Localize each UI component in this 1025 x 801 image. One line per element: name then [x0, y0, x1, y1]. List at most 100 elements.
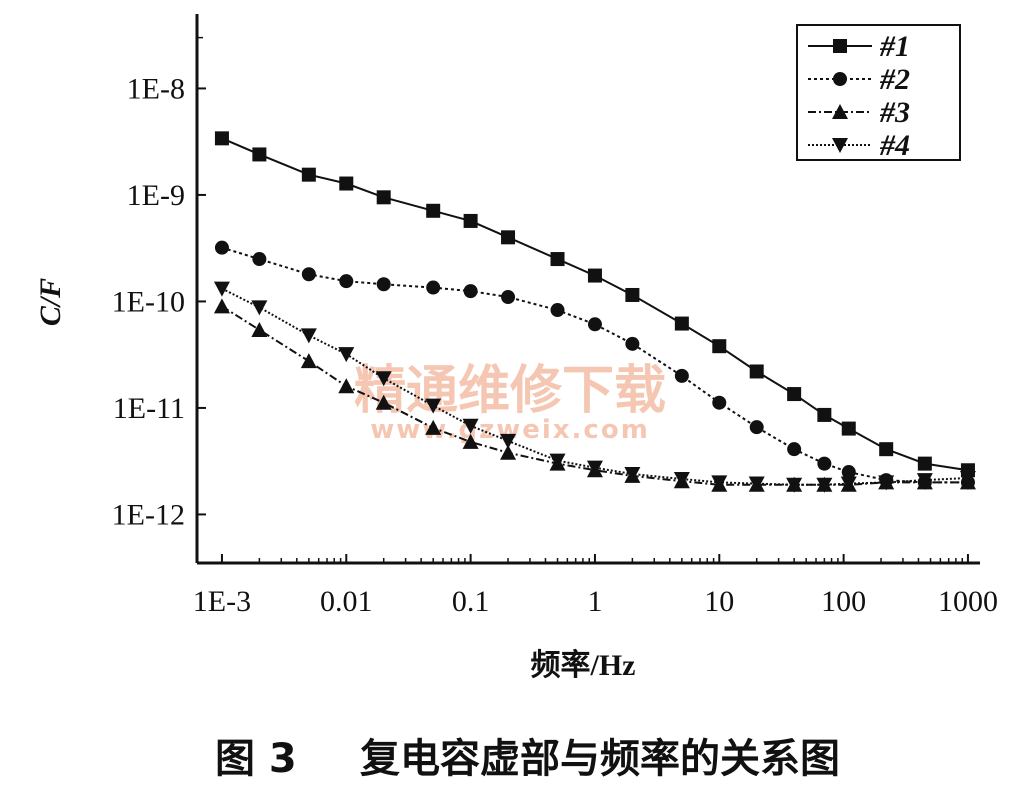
x-tick-label: 100: [821, 585, 866, 618]
data-point: [712, 395, 727, 410]
data-point: [501, 290, 516, 305]
series-layer: [213, 131, 976, 493]
data-point: [959, 470, 976, 486]
data-point: [463, 213, 478, 228]
x-tick-label: 1: [587, 585, 602, 618]
data-point: [462, 433, 479, 449]
data-point: [749, 364, 764, 379]
data-point: [712, 339, 727, 354]
data-point: [674, 316, 689, 331]
data-point: [587, 317, 602, 332]
y-ticks: 1E-8 1E-9 1E-10 1E-11 1E-12: [112, 36, 206, 531]
caption-number: 图 3: [215, 736, 297, 782]
x-tick-label: 1000: [938, 585, 998, 618]
data-point: [841, 421, 856, 436]
data-point: [817, 407, 832, 422]
data-point: [625, 336, 640, 351]
data-point: [674, 368, 689, 383]
data-point: [425, 398, 442, 414]
legend-label: #4: [879, 129, 910, 162]
legend-entry: #4: [808, 129, 910, 162]
x-ticks: 1E-3 0.01 0.1 1 10 100 1000: [193, 554, 998, 618]
data-point: [339, 176, 354, 191]
y-axis-title: C/F: [34, 278, 67, 326]
data-point: [462, 418, 479, 434]
data-point: [916, 473, 933, 489]
data-point: [213, 281, 230, 297]
y-tick-label: 1E-10: [112, 285, 185, 318]
data-point: [549, 453, 566, 469]
data-point: [300, 353, 317, 369]
data-point: [338, 378, 355, 394]
data-point: [301, 267, 316, 282]
caption-text: 复电容虚部与频率的关系图: [360, 736, 840, 782]
data-point: [817, 456, 832, 471]
data-point: [339, 274, 354, 289]
x-tick-label: 1E-3: [193, 585, 251, 618]
data-point: [376, 190, 391, 205]
x-tick-label: 0.1: [452, 585, 490, 618]
data-point: [375, 371, 392, 387]
legend-marker: [833, 39, 847, 53]
legend-label: #1: [879, 30, 910, 63]
data-point: [376, 277, 391, 292]
data-point: [878, 475, 895, 491]
data-point: [501, 230, 516, 245]
data-point: [586, 460, 603, 476]
watermark-line1: 精通维修下载: [354, 361, 666, 421]
data-point: [550, 252, 565, 267]
data-point: [252, 147, 267, 162]
legend-label: #3: [879, 96, 910, 129]
data-point: [300, 328, 317, 344]
data-point: [252, 252, 267, 267]
legend-entry: #1: [808, 30, 910, 63]
data-point: [426, 280, 441, 295]
data-point: [787, 387, 802, 402]
legend-marker: [832, 138, 848, 153]
series-line: [221, 287, 969, 486]
data-point: [426, 203, 441, 218]
legend-entry: #3: [808, 96, 910, 129]
data-point: [624, 466, 641, 482]
legend-box: [796, 24, 961, 161]
data-point: [251, 300, 268, 316]
data-point: [214, 240, 229, 255]
data-point: [625, 287, 640, 302]
x-axis-title: 频率/Hz: [531, 649, 636, 682]
data-point: [213, 298, 230, 314]
data-point: [786, 477, 803, 493]
x-tick-label: 10: [704, 585, 734, 618]
data-point: [425, 419, 442, 435]
data-point: [840, 476, 857, 492]
y-tick-label: 1E-9: [127, 179, 185, 212]
data-point: [500, 433, 517, 449]
data-point: [673, 472, 690, 488]
watermark: 精通维修下载 www.gzweix.com: [354, 361, 666, 445]
figure-caption: 图 3 复电容虚部与频率的关系图: [215, 736, 840, 782]
data-point: [214, 131, 229, 146]
data-point: [338, 347, 355, 363]
y-tick-label: 1E-12: [112, 498, 185, 531]
data-point: [787, 442, 802, 457]
data-point: [841, 465, 856, 480]
data-point: [748, 476, 765, 492]
data-point: [375, 394, 392, 410]
legend-marker: [832, 104, 848, 119]
data-point: [463, 284, 478, 299]
y-tick-label: 1E-8: [127, 72, 185, 105]
data-point: [587, 268, 602, 283]
data-point: [879, 442, 894, 457]
y-tick-label: 1E-11: [113, 392, 185, 425]
data-point: [301, 167, 316, 182]
legend-label: #2: [879, 63, 910, 96]
data-point: [500, 444, 517, 460]
legend-entries: #1#2#3#4: [808, 30, 910, 162]
data-point: [251, 321, 268, 337]
data-point: [816, 477, 833, 493]
x-tick-label: 0.01: [320, 585, 373, 618]
legend-entry: #2: [808, 63, 910, 96]
series-2: [214, 240, 975, 490]
series-4: [213, 281, 976, 493]
data-point: [749, 420, 764, 435]
